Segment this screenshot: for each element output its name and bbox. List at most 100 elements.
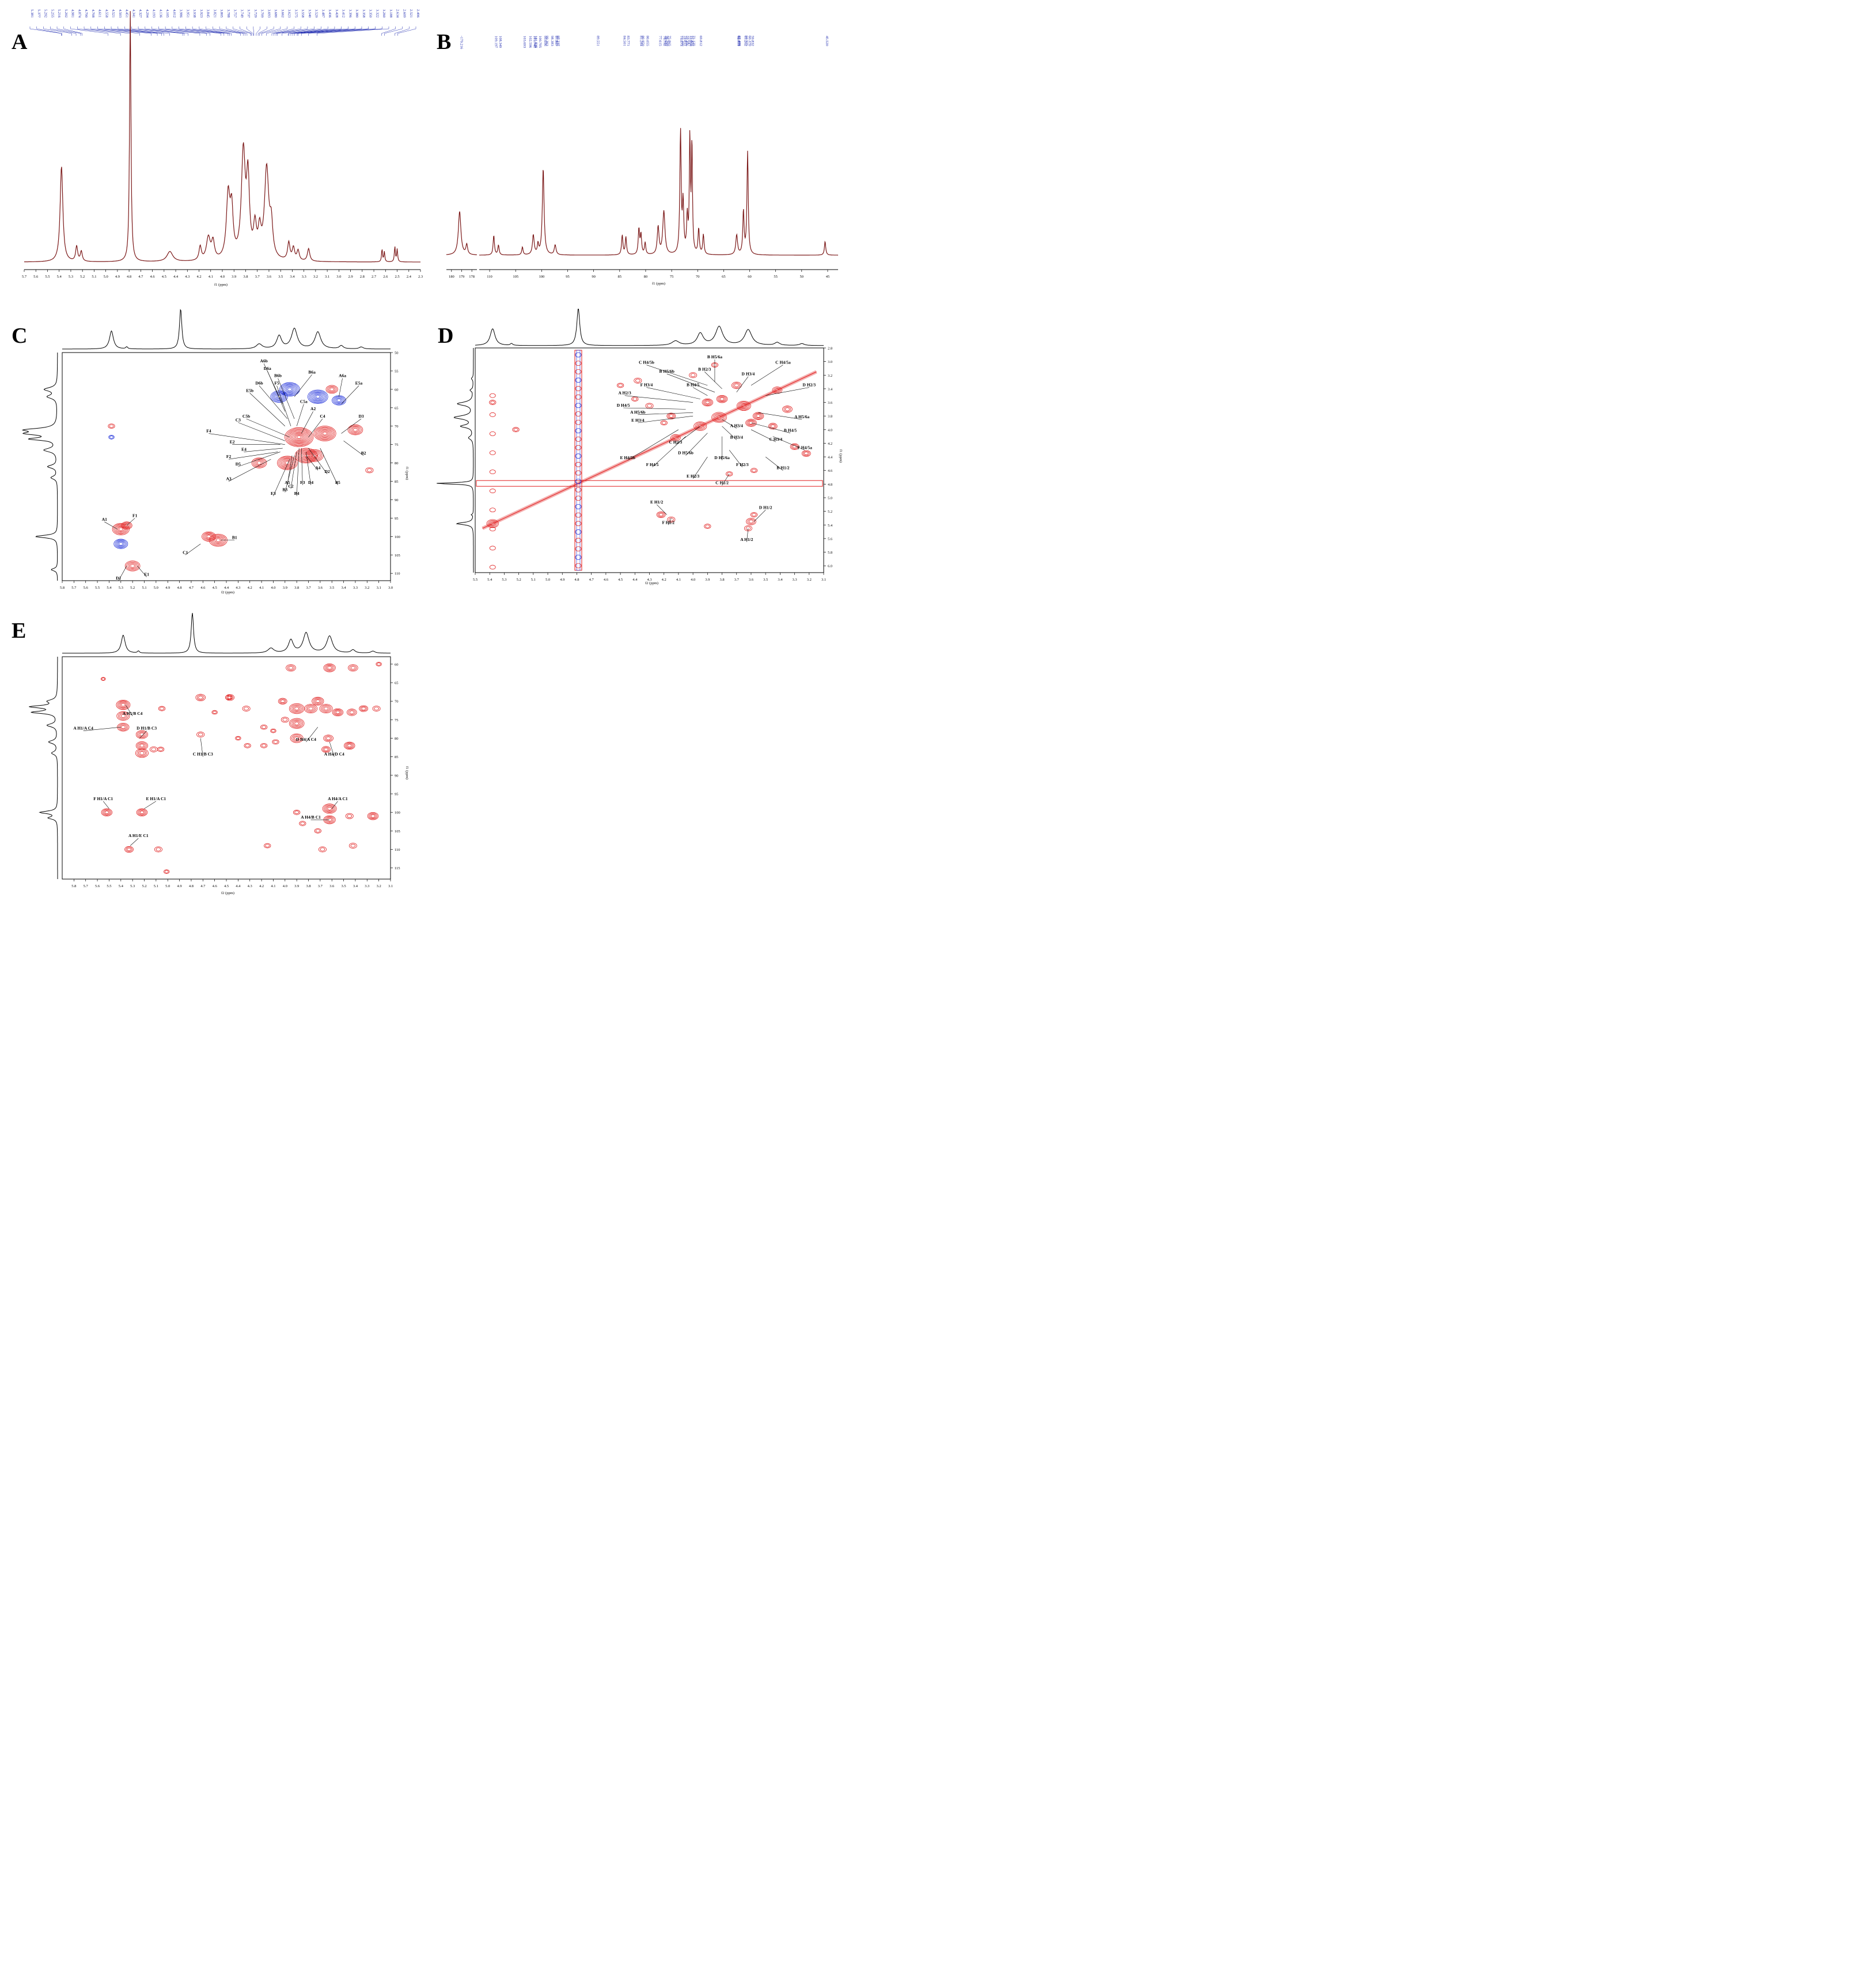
e-cross-peak-contour	[305, 705, 316, 713]
b-peak-label: 62.408	[737, 36, 741, 46]
a-peak-label: 3.487	[321, 9, 325, 18]
d-cross-peak-contour	[719, 397, 725, 401]
e-annotation-label: A H1/B C4	[123, 711, 143, 716]
e-cross-peak-contour	[308, 706, 313, 711]
d-xtick-label: 4.4	[632, 578, 638, 582]
d-cross-peak-contour	[696, 423, 704, 429]
d-ytick-label: 3.2	[828, 374, 832, 378]
a-peak-label: 3.757	[233, 9, 237, 18]
b-xtick-label: 180	[449, 275, 454, 279]
e-cross-peak-contour	[372, 706, 381, 712]
b-xtick-label: 178	[469, 275, 475, 279]
d-xtick-label: 4.7	[589, 578, 594, 582]
d-xtick-label: 3.6	[749, 578, 754, 582]
e-cross-peak-contour	[138, 810, 146, 815]
panel-b-xlabel: f1 (ppm)	[652, 282, 665, 286]
d-cross-peak-contour	[733, 383, 741, 388]
a-peak-label: 3.558	[301, 9, 305, 18]
d-xtick-label: 4.2	[662, 578, 666, 582]
b-peak-label: 84.501	[622, 36, 626, 46]
d-water-contour	[575, 546, 582, 552]
d-cross-peak-contour	[666, 412, 676, 419]
a-xtick-label: 2.9	[348, 275, 353, 279]
a-peak-label: 3.788	[226, 9, 230, 18]
c-cross-peak-contour	[295, 434, 303, 440]
d-annotation-label: D H2/3	[802, 383, 816, 388]
c-annotation-label: F3	[300, 480, 305, 485]
e-cross-peak-contour	[164, 870, 169, 873]
a-peak-label: 3.436	[328, 9, 332, 18]
e-annotation-leader	[306, 727, 319, 743]
panel-a-xlabel: f1 (ppm)	[214, 283, 228, 287]
d-annotation-label: C H4/5a	[775, 360, 791, 365]
c-annotation-label: E2	[230, 440, 235, 445]
d-annotation-label: B H1/2	[776, 465, 790, 471]
c-cross-peak-contour	[287, 429, 311, 445]
d-cross-peak-contour	[775, 388, 780, 392]
e-cross-peak-contour	[116, 700, 131, 710]
a-xtick-label: 5.0	[104, 275, 108, 279]
c-cross-peak-contour	[310, 453, 319, 459]
d-annotation-label: E H1/2	[650, 499, 664, 505]
a-peak-connector	[165, 26, 211, 36]
a-xtick-label: 3.4	[290, 275, 295, 279]
d-cross-peak-contour	[748, 520, 753, 524]
d-annotation-label: D H4/5	[617, 403, 630, 408]
c-xtick-label: 3.3	[353, 586, 358, 590]
c-cross-peak-contour	[283, 460, 291, 466]
a-peak-connector	[97, 26, 151, 36]
b-peak-label: 72.047	[687, 36, 691, 47]
a-peak-connector	[172, 26, 221, 36]
c-cross-peak-contour	[128, 563, 137, 569]
c-annotation-leader	[276, 385, 291, 426]
e-cross-peak-contour	[139, 811, 145, 814]
panel-d-plot-frame	[475, 347, 824, 573]
d-cross-peak-contour	[802, 450, 810, 456]
e-cross-peak-contour	[323, 747, 329, 752]
c-xtick-label: 3.2	[365, 586, 369, 590]
a-xtick-label: 4.3	[185, 275, 190, 279]
b-peak-label: 109.197	[494, 36, 498, 48]
e-cross-peak-contour	[198, 732, 203, 737]
a-peak-connector	[151, 26, 200, 36]
e-cross-peak-contour	[290, 733, 304, 743]
panel-e-hmbc: E A H1/B C4 A H1/A C4 D H1/B C3 C H1/B C3 D …	[12, 613, 409, 895]
a-xtick-label: 2.5	[395, 275, 399, 279]
e-cross-peak-contour	[306, 706, 315, 711]
c-annotation-label: A6a	[339, 373, 346, 378]
d-cross-peak-contour	[745, 419, 757, 427]
c-cross-peak-contour	[314, 394, 321, 400]
a-xtick-label: 5.3	[69, 275, 73, 279]
e-cross-peak-contour	[195, 694, 206, 701]
d-cross-peak-contour	[669, 517, 674, 522]
a-peak-connector	[290, 26, 342, 36]
d-cross-peak-contour	[750, 512, 758, 517]
b-peak-label: 76.260	[665, 36, 669, 46]
d-annotation-label: B H4/5	[687, 383, 700, 388]
e-cross-peak-contour	[272, 739, 279, 745]
c-cross-peak-contour	[321, 431, 329, 436]
d-water-contour	[575, 386, 582, 391]
e-cross-peak-contour	[293, 809, 301, 815]
d-xtick-label: 3.2	[807, 578, 812, 582]
c-cross-peak-contour	[124, 524, 129, 527]
b-xtick-label: 75	[670, 275, 674, 279]
a-peak-connector	[219, 26, 245, 36]
e-cross-peak-contour	[264, 843, 271, 849]
panel-e-1d-projection	[62, 613, 391, 654]
c-annotation-leader	[229, 452, 278, 460]
b-peak-label: 59.832	[751, 36, 755, 46]
b-xtick-label: 95	[566, 275, 570, 279]
d-cross-peak-contour	[771, 425, 775, 428]
e-cross-peak-contour	[262, 725, 267, 729]
e-ytick-label: 70	[395, 700, 399, 704]
c-cross-peak-contour	[257, 461, 262, 465]
d-annotation-leader	[751, 422, 791, 434]
e-cross-peak-contour	[291, 720, 302, 727]
e-cross-peak-contour	[321, 705, 332, 713]
e-cross-peak-contour	[118, 724, 128, 731]
e-cross-peak-contour	[294, 736, 300, 740]
d-cross-peak-contour	[741, 404, 746, 408]
c-cross-peak-contour	[283, 385, 296, 394]
e-cross-peak-contour	[334, 710, 342, 715]
